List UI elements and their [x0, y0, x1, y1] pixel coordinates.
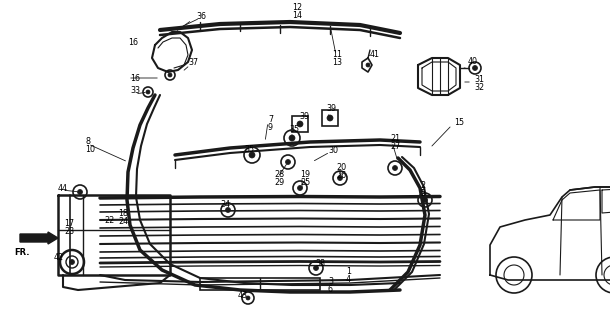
Text: 32: 32 [474, 83, 484, 92]
Circle shape [70, 260, 74, 265]
Circle shape [392, 165, 398, 171]
Text: 42: 42 [54, 253, 64, 262]
Circle shape [298, 186, 303, 190]
Text: 21: 21 [390, 133, 400, 142]
Text: 19: 19 [300, 170, 310, 179]
Text: 25: 25 [300, 178, 310, 187]
Circle shape [366, 63, 370, 67]
Text: 34: 34 [220, 199, 230, 209]
Text: 28: 28 [274, 170, 284, 179]
Text: 20: 20 [336, 163, 346, 172]
Text: 1: 1 [346, 267, 351, 276]
Text: 39: 39 [326, 103, 336, 113]
Text: 26: 26 [336, 171, 346, 180]
Text: 29: 29 [274, 178, 284, 187]
Circle shape [285, 159, 290, 164]
Circle shape [327, 115, 333, 121]
Circle shape [77, 189, 82, 195]
Text: 40: 40 [468, 57, 478, 66]
Circle shape [337, 175, 342, 180]
Circle shape [297, 121, 303, 127]
Text: 6: 6 [328, 284, 333, 293]
Text: 39: 39 [299, 111, 309, 121]
Text: 31: 31 [474, 75, 484, 84]
FancyArrow shape [20, 232, 58, 244]
Text: 2: 2 [420, 180, 425, 189]
Text: 8: 8 [85, 137, 90, 146]
Text: 9: 9 [268, 123, 273, 132]
Text: 16: 16 [128, 37, 138, 46]
Bar [292, 116, 308, 132]
Text: 13: 13 [332, 58, 342, 67]
Bar [322, 110, 338, 126]
Text: 18: 18 [118, 209, 128, 218]
Circle shape [473, 66, 478, 70]
Text: 33: 33 [130, 85, 140, 94]
Text: 4: 4 [346, 275, 351, 284]
Text: 16: 16 [130, 74, 140, 83]
Text: 35: 35 [289, 124, 299, 133]
Bar [200, 278, 320, 290]
Text: 23: 23 [64, 227, 74, 236]
Circle shape [168, 73, 172, 77]
Text: 17: 17 [64, 219, 74, 228]
Circle shape [146, 90, 150, 94]
Text: 14: 14 [292, 11, 302, 20]
Circle shape [249, 152, 255, 158]
Text: 3: 3 [328, 276, 333, 285]
Circle shape [423, 197, 428, 203]
Text: 35: 35 [244, 145, 254, 154]
Text: FR.: FR. [14, 247, 30, 257]
Text: 22: 22 [104, 215, 114, 225]
Text: 5: 5 [420, 188, 425, 197]
Text: 11: 11 [332, 50, 342, 59]
Text: 24: 24 [118, 217, 128, 226]
Text: 41: 41 [370, 50, 380, 59]
Circle shape [226, 207, 231, 212]
Text: 37: 37 [188, 58, 198, 67]
Text: 10: 10 [85, 145, 95, 154]
Text: 44: 44 [58, 183, 68, 193]
Text: 43: 43 [238, 291, 248, 300]
Circle shape [289, 135, 295, 141]
Text: 27: 27 [390, 141, 400, 150]
Circle shape [314, 266, 318, 270]
Text: 36: 36 [196, 12, 206, 20]
Text: 7: 7 [268, 115, 273, 124]
Text: 38: 38 [315, 259, 325, 268]
Text: 30: 30 [328, 146, 338, 155]
Circle shape [246, 296, 250, 300]
Text: 15: 15 [454, 117, 464, 126]
Text: 12: 12 [292, 3, 302, 12]
